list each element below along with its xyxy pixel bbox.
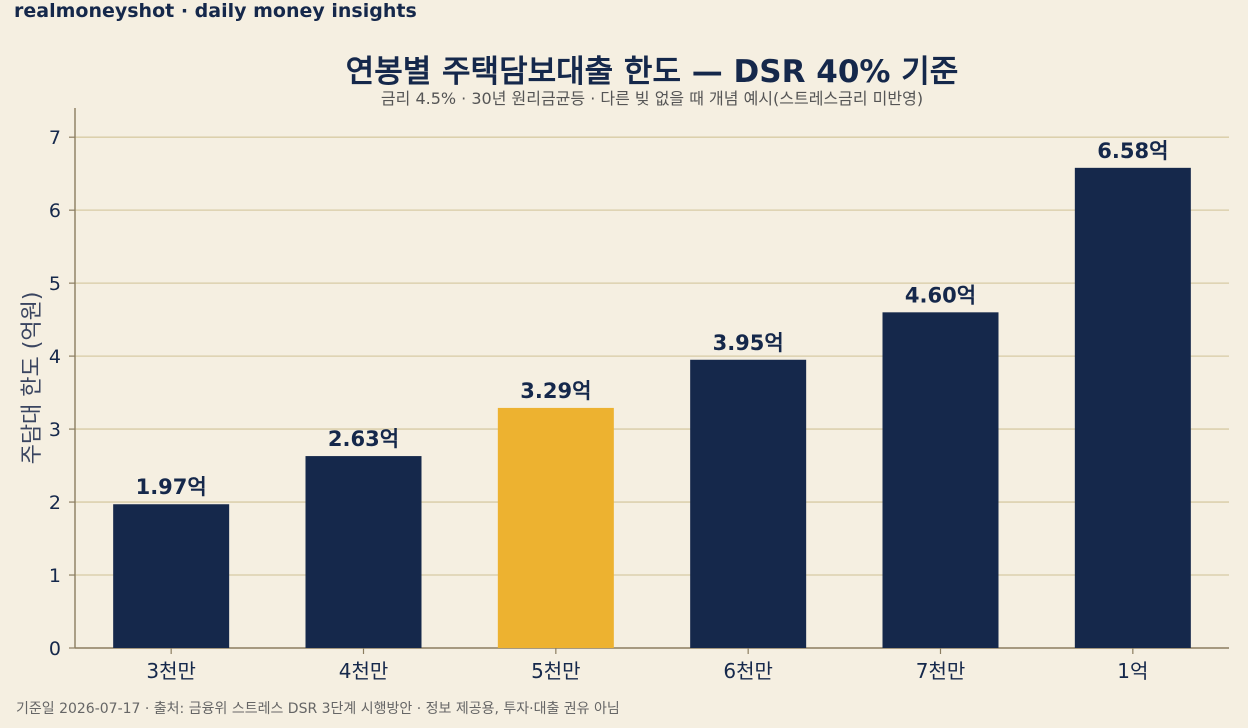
bar-0 <box>113 504 230 648</box>
chart-title: 연봉별 주택담보대출 한도 — DSR 40% 기준 <box>345 54 959 90</box>
y-tick-label: 4 <box>49 346 61 368</box>
y-tick-label: 3 <box>49 419 61 441</box>
bar-1 <box>305 456 422 648</box>
bar-value-label: 6.58억 <box>1097 139 1168 163</box>
bar-2 <box>497 407 614 648</box>
x-tick-label: 6천만 <box>723 659 773 683</box>
labels: 1.97억 3천만 2.63억 4천만 3.29억 5천만 3.95억 6천만 4.60억 7천만… <box>136 139 1169 683</box>
gridlines <box>75 136 1229 576</box>
y-axis-label: 주담대 한도 (억원) <box>20 292 45 465</box>
bar-3 <box>690 359 807 648</box>
axes: 0 1 2 3 4 5 6 7 주담대 한도 (억원) <box>20 108 1229 660</box>
bars <box>113 167 1191 649</box>
footnote: 기준일 2026-07-17 · 출처: 금융위 스트레스 DSR 3단계 시행… <box>16 701 620 717</box>
x-tick-label: 7천만 <box>916 659 966 683</box>
bar-value-label: 1.97억 <box>136 475 207 499</box>
y-tick-label: 6 <box>49 200 61 222</box>
x-tick-label: 5천만 <box>531 659 581 683</box>
x-tick-label: 3천만 <box>146 659 196 683</box>
y-tick-label: 0 <box>49 638 61 660</box>
bar-value-label: 2.63억 <box>328 427 399 451</box>
bar-value-label: 3.29억 <box>520 379 591 403</box>
brand-header: realmoneyshot · daily money insights <box>14 0 417 22</box>
y-tick-label: 1 <box>49 565 61 587</box>
bar-value-label: 3.95억 <box>713 331 784 355</box>
bar-4 <box>882 312 999 648</box>
bar-5 <box>1074 167 1191 649</box>
y-tick-label: 2 <box>49 492 61 514</box>
chart-subtitle: 금리 4.5% · 30년 원리금균등 · 다른 빚 없을 때 개념 예시(스트… <box>380 89 924 108</box>
y-tick-label: 5 <box>49 273 61 295</box>
bar-value-label: 4.60억 <box>905 283 976 307</box>
y-tick-label: 7 <box>49 127 61 149</box>
x-tick-label: 1억 <box>1117 659 1148 683</box>
x-tick-label: 4천만 <box>339 659 389 683</box>
